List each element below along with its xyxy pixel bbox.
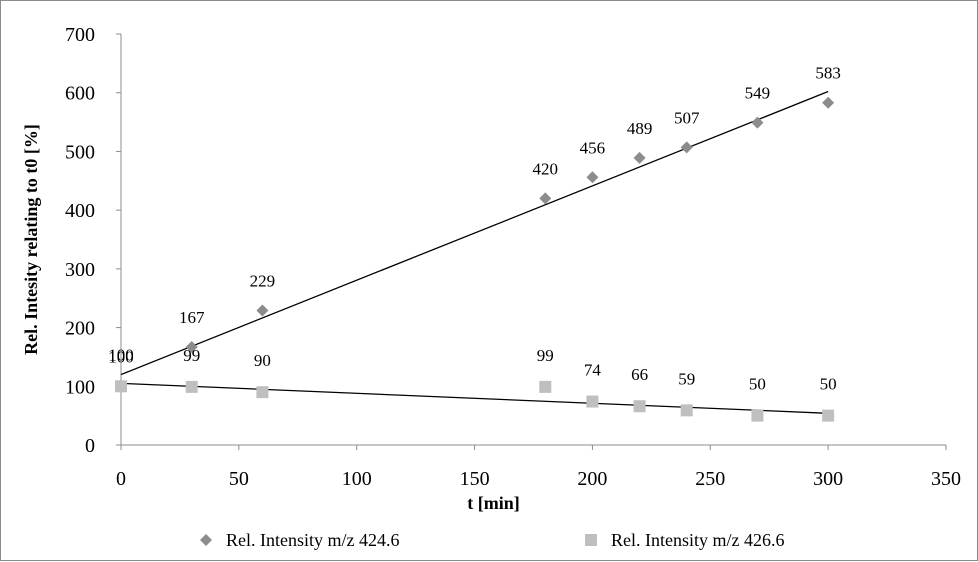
x-tick-label: 150 — [460, 468, 490, 490]
data-label: 489 — [627, 119, 653, 138]
square-point — [256, 386, 269, 399]
legend-marker — [585, 534, 597, 546]
diamond-point — [539, 192, 552, 205]
square-point — [185, 380, 198, 393]
square-point — [822, 409, 835, 422]
diamond-point — [256, 304, 269, 317]
y-tick-label: 100 — [65, 376, 95, 398]
data-label: 420 — [533, 159, 559, 178]
y-tick-label: 500 — [65, 141, 95, 163]
y-tick-label: 600 — [65, 83, 95, 105]
x-tick-label: 50 — [229, 468, 249, 490]
x-tick-label: 200 — [577, 468, 607, 490]
data-label: 167 — [179, 308, 205, 327]
square-point — [115, 380, 127, 393]
trendline-series-2 — [120, 382, 829, 414]
diamond-point — [822, 96, 835, 109]
x-tick-label: 0 — [116, 468, 126, 490]
y-tick-label: 400 — [65, 200, 95, 222]
square-point — [633, 400, 646, 413]
data-label: 99 — [183, 346, 200, 365]
x-tick-label: 250 — [695, 468, 725, 490]
y-tick-label: 0 — [85, 435, 95, 457]
x-axis-title: t [min] — [467, 493, 520, 513]
x-tick-label: 100 — [342, 468, 372, 490]
data-label: 90 — [254, 351, 271, 370]
x-tick-label: 300 — [813, 468, 843, 490]
legend-label: Rel. Intensity m/z 426.6 — [611, 530, 784, 550]
data-label: 50 — [749, 375, 766, 394]
data-label: 549 — [745, 84, 771, 103]
legend-marker — [200, 534, 212, 546]
axes: 0 100 200 300 400 500 600 700 0 50 100 150 200 250 300… — [65, 24, 961, 490]
y-tick-label: 200 — [65, 318, 95, 340]
x-tick-label: 350 — [931, 468, 961, 490]
data-points — [115, 96, 835, 422]
data-label: 100 — [108, 347, 134, 366]
square-point — [539, 380, 552, 393]
y-tick-label: 700 — [65, 24, 95, 46]
data-label: 99 — [537, 346, 554, 365]
data-label: 50 — [820, 375, 837, 394]
data-label: 66 — [631, 365, 648, 384]
square-point — [680, 404, 693, 417]
data-label: 456 — [580, 138, 606, 157]
data-label: 59 — [678, 369, 695, 388]
legend-label: Rel. Intensity m/z 424.6 — [226, 530, 399, 550]
diamond-point — [680, 141, 693, 154]
data-label: 583 — [815, 64, 841, 83]
diamond-point — [633, 151, 646, 164]
trendlines — [120, 90, 829, 414]
data-label: 507 — [674, 108, 700, 127]
square-point — [751, 409, 764, 422]
data-label: 229 — [250, 272, 276, 291]
y-axis-title: Rel. Intesity relating to t0 [%] — [21, 124, 41, 355]
diamond-point — [751, 116, 764, 129]
square-point — [586, 395, 599, 408]
trendline-series-1 — [120, 90, 829, 376]
diamond-point — [586, 171, 599, 184]
diamond-point — [185, 340, 198, 353]
y-tick-label: 300 — [65, 259, 95, 281]
data-label: 74 — [584, 361, 602, 380]
data-label: 100 — [108, 345, 134, 364]
legend: Rel. Intensity m/z 424.6 Rel. Intensity m… — [200, 530, 784, 550]
